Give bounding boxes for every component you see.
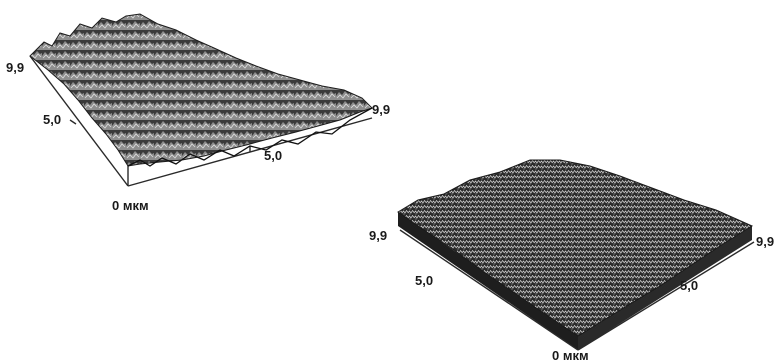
rough-y-max-label: 9,9 [6,60,24,75]
smooth-x-max-label: 9,9 [756,234,774,249]
rough-x-max-label: 9,9 [372,102,390,117]
smooth-y-mid-label: 5,0 [415,273,433,288]
rough-surface-edge [127,107,373,167]
smooth-y-axis [399,229,579,351]
rough-origin-label: 0 мкм [112,198,149,213]
rough-surface-mesh [29,13,373,167]
smooth-slab-left-side [398,212,578,350]
smooth-y-max-label: 9,9 [369,228,387,243]
smooth-slab-right-side [578,226,752,350]
smooth-axes [399,229,755,351]
rough-y-axis [29,55,129,187]
rough-x-mid-label: 5,0 [264,148,282,163]
plot-smooth-surface: 9,9 5,0 9,9 5,0 0 мкм [369,159,774,363]
plot-rough-surface: 9,9 5,0 9,9 5,0 0 мкм [6,13,390,213]
smooth-x-mid-label: 5,0 [680,278,698,293]
smooth-surface-mesh [397,159,754,337]
smooth-x-axis [577,241,755,351]
rough-y-tick [69,119,77,125]
rough-y-mid-label: 5,0 [43,112,61,127]
rough-axes [29,55,373,187]
smooth-origin-label: 0 мкм [552,348,589,363]
